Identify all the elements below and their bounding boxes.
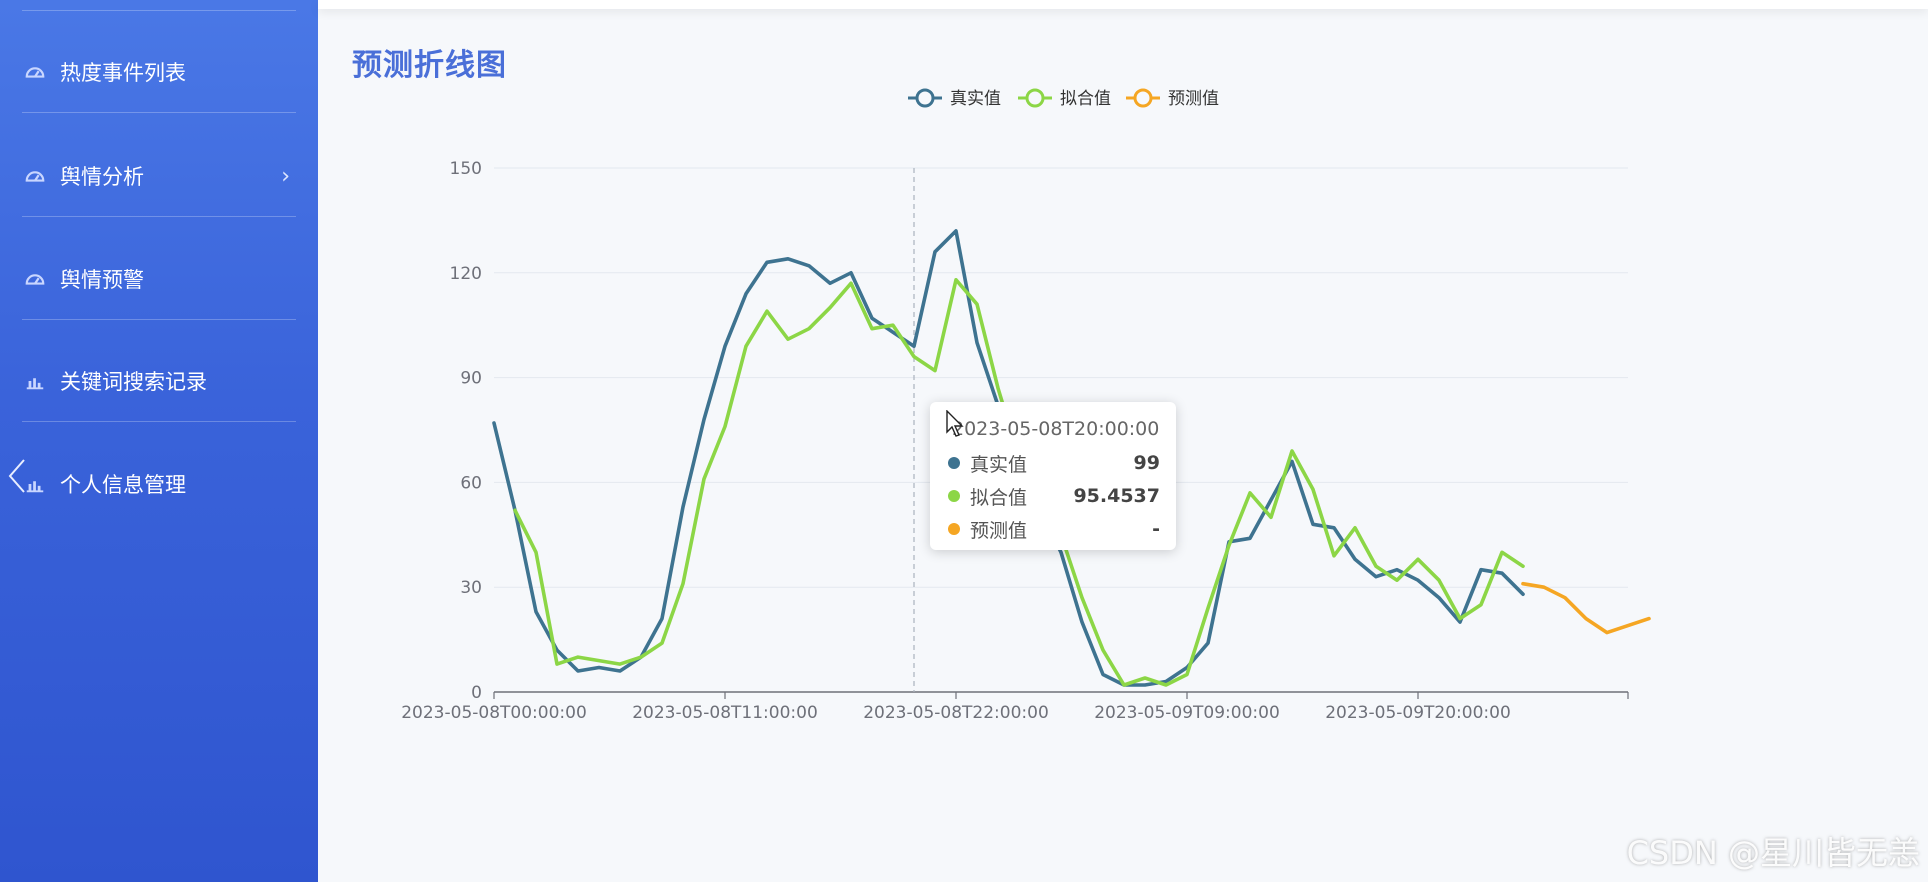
tooltip-title: 2023-05-08T20:00:00: [952, 418, 1160, 440]
series-dot-icon: [948, 457, 960, 469]
legend-label: 真实值: [950, 89, 1001, 109]
bar-chart-icon: [24, 370, 46, 392]
legend-marker-icon: [915, 88, 935, 108]
x-tick-label: 2023-05-09T20:00:00: [1325, 703, 1511, 723]
tooltip-series-name: 真实值: [970, 453, 1028, 476]
sidebar-item-label: 关键词搜索记录: [60, 370, 207, 394]
legend-marker-icon: [1133, 88, 1153, 108]
sidebar: 热度事件列表 舆情分析 › 舆情预警 关键词搜索记录 个人信息管理: [0, 0, 318, 882]
dashboard-icon: [24, 61, 46, 83]
dashboard-icon: [24, 165, 46, 187]
sidebar-item-sentiment-analysis[interactable]: 舆情分析 ›: [0, 125, 318, 227]
sidebar-item-hot-events[interactable]: 热度事件列表: [0, 21, 318, 123]
sidebar-item-label: 个人信息管理: [60, 473, 186, 497]
bar-chart-icon: [24, 473, 46, 495]
sidebar-item-label: 舆情分析: [60, 165, 144, 189]
tooltip-series-value: 95.4537: [1073, 485, 1160, 507]
sidebar-item-sentiment-warning[interactable]: 舆情预警: [0, 228, 318, 330]
y-tick-label: 0: [471, 683, 482, 703]
series-dot-icon: [948, 523, 960, 535]
dashboard-icon: [24, 268, 46, 290]
x-tick-label: 2023-05-08T00:00:00: [401, 703, 587, 723]
sidebar-divider: [22, 421, 296, 422]
sidebar-divider: [22, 10, 296, 11]
chevron-right-icon: ›: [281, 163, 290, 189]
sidebar-item-keyword-search-log[interactable]: 关键词搜索记录: [0, 330, 318, 432]
y-tick-label: 60: [460, 473, 482, 493]
tooltip-row-predict: 预测值 -: [948, 516, 1160, 542]
sidebar-divider: [22, 319, 296, 320]
page-title: 预测折线图: [352, 48, 507, 83]
x-tick-label: 2023-05-08T22:00:00: [863, 703, 1049, 723]
y-tick-label: 30: [460, 578, 482, 598]
watermark: CSDN @星川皆无恙: [1626, 834, 1920, 872]
sidebar-item-label: 热度事件列表: [60, 61, 186, 85]
main-content: 预测折线图 0 30 60 90 120 150 2023-05-08T00:00:00 20…: [318, 0, 1928, 882]
legend-label: 预测值: [1168, 89, 1219, 109]
series-dot-icon: [948, 490, 960, 502]
series-line: [1521, 581, 1651, 635]
tooltip-series-value: 99: [1133, 452, 1160, 474]
mouse-cursor-icon: [946, 410, 964, 437]
sidebar-divider: [22, 216, 296, 217]
collapse-arrow-icon[interactable]: [6, 458, 28, 494]
sidebar-item-label: 舆情预警: [60, 268, 144, 292]
y-tick-label: 150: [450, 159, 482, 179]
tooltip-series-name: 预测值: [970, 519, 1028, 542]
sidebar-divider: [22, 112, 296, 113]
tooltip-series-name: 拟合值: [970, 486, 1028, 509]
tooltip-row-real: 真实值 99: [948, 450, 1160, 476]
sidebar-item-profile-management[interactable]: 个人信息管理: [0, 433, 318, 535]
tooltip-row-fit: 拟合值 95.4537: [948, 483, 1160, 509]
legend-marker-icon: [1025, 88, 1045, 108]
y-tick-label: 120: [450, 264, 482, 284]
legend-label: 拟合值: [1060, 89, 1111, 109]
y-tick-label: 90: [460, 369, 482, 389]
tooltip-series-value: -: [1152, 518, 1160, 540]
chart-tooltip: 2023-05-08T20:00:00 真实值 99 拟合值 95.4537 预…: [930, 402, 1176, 550]
x-tick-label: 2023-05-09T09:00:00: [1094, 703, 1280, 723]
top-bar: [318, 0, 1928, 9]
x-tick-label: 2023-05-08T11:00:00: [632, 703, 818, 723]
